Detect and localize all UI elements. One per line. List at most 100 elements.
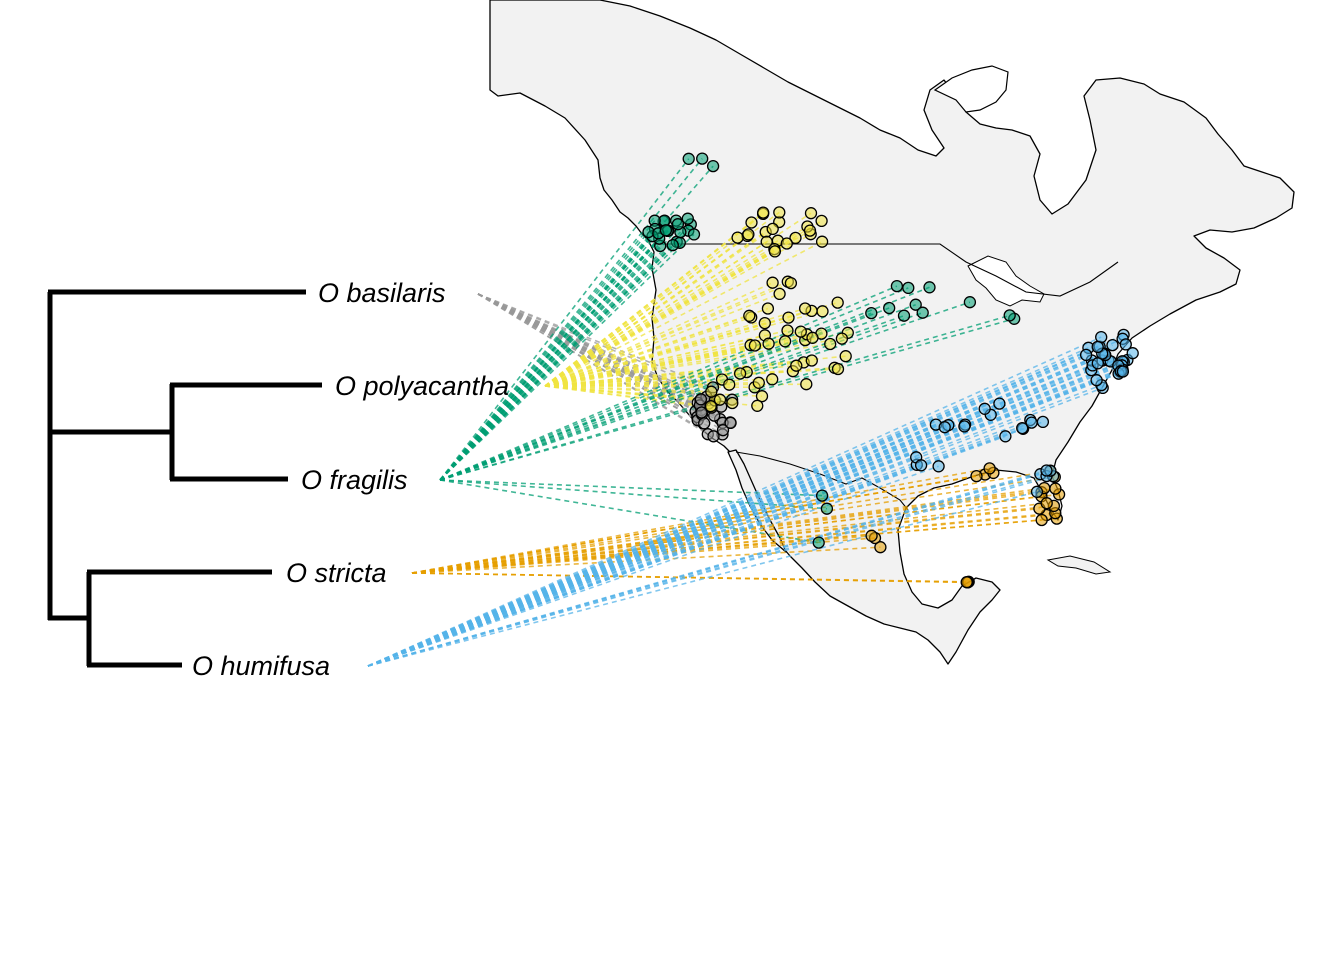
tip-label-polyacantha: O polyacantha [335, 371, 509, 401]
occurrence-point-polyacantha [780, 237, 793, 250]
connector-fragilis [439, 242, 681, 481]
occurrence-point-basilaris [698, 417, 711, 430]
occurrence-point-polyacantha [748, 339, 762, 352]
connector-humifusa [367, 379, 1097, 667]
connector-basilaris [477, 293, 705, 424]
connector-polyacantha [544, 241, 768, 387]
occurrence-point-basilaris [694, 393, 708, 406]
occurrence-point-polyacantha [761, 302, 775, 315]
occurrence-point-humifusa [932, 460, 945, 473]
occurrence-point-humifusa [993, 397, 1006, 410]
occurrence-point-fragilis [897, 309, 911, 322]
connector-polyacantha [544, 385, 711, 407]
occurrence-point-polyacantha [804, 207, 818, 220]
connector-polyacantha [544, 342, 769, 387]
occurrence-point-humifusa [1090, 374, 1103, 387]
occurrence-point-polyacantha [798, 302, 812, 315]
occurrence-point-polyacantha [784, 276, 798, 290]
connector-fragilis [439, 285, 898, 481]
connector-fragilis [439, 479, 827, 510]
occurrence-point-humifusa [1126, 347, 1139, 360]
occurrence-point-polyacantha [806, 331, 819, 344]
connector-humifusa [367, 491, 1038, 667]
occurrence-point-fragilis [659, 224, 673, 237]
connector-stricta [411, 505, 1054, 574]
occurrence-point-humifusa [999, 430, 1012, 443]
connector-stricta [411, 487, 1045, 574]
tip-to-locality-connectors [367, 158, 1134, 667]
occurrence-point-humifusa [958, 420, 971, 433]
occurrence-point-humifusa [1091, 340, 1104, 354]
occurrence-point-polyacantha [803, 224, 817, 237]
occurrence-point-fragilis [706, 159, 720, 173]
tip-label-humifusa: O humifusa [192, 651, 330, 681]
occurrence-point-humifusa [1040, 464, 1053, 477]
connector-fragilis [439, 231, 681, 481]
occurrence-point-fragilis [865, 306, 878, 320]
connector-humifusa [367, 465, 939, 667]
connector-fragilis [439, 286, 930, 481]
occurrence-point-polyacantha [752, 376, 765, 389]
occurrence-point-humifusa [1119, 338, 1132, 351]
connector-stricta [411, 475, 977, 574]
occurrence-point-polyacantha [839, 350, 852, 363]
occurrence-point-humifusa [1025, 416, 1038, 429]
occurrence-point-fragilis [815, 489, 829, 502]
occurrence-point-basilaris [695, 406, 708, 419]
occurrence-point-polyacantha [766, 276, 779, 289]
occurrence-point-humifusa [938, 421, 951, 434]
occurrence-point-polyacantha [794, 325, 807, 338]
occurrence-point-polyacantha [745, 216, 758, 229]
occurrence-point-stricta [1040, 497, 1053, 510]
connector-polyacantha [544, 280, 789, 387]
occurrence-point-polyacantha [824, 337, 837, 351]
occurrence-point-polyacantha [757, 206, 770, 219]
occurrence-point-stricta [970, 469, 983, 483]
connector-polyacantha [544, 385, 763, 397]
tip-label-basilaris: O basilaris [318, 278, 446, 308]
occurrence-point-basilaris [724, 416, 737, 430]
occurrence-point-stricta [1049, 482, 1062, 495]
occurrence-point-polyacantha [713, 393, 727, 406]
occurrence-point-humifusa [1116, 365, 1130, 378]
connector-fragilis [439, 231, 650, 481]
landmass-cuba [1046, 555, 1112, 575]
occurrence-point-humifusa [1091, 357, 1104, 370]
connector-polyacantha [544, 225, 808, 387]
connector-fragilis [439, 218, 689, 481]
connector-polyacantha [544, 221, 752, 387]
occurrence-point-fragilis [671, 218, 685, 231]
hudson-bay [933, 65, 1009, 113]
canada-us-border [654, 243, 1119, 297]
connector-fragilis [439, 158, 703, 481]
occurrence-point-fragilis [682, 152, 695, 165]
connector-polyacantha [544, 228, 774, 387]
occurrence-point-polyacantha [781, 324, 794, 337]
connector-polyacantha [544, 315, 750, 387]
occurrence-point-polyacantha [760, 235, 773, 248]
occurrence-point-polyacantha [704, 400, 717, 413]
occurrence-point-polyacantha [815, 235, 829, 248]
connector-polyacantha [544, 293, 780, 387]
occurrence-point-polyacantha [758, 316, 771, 330]
connector-stricta [411, 502, 1047, 574]
occurrence-point-fragilis [890, 279, 904, 293]
occurrence-point-polyacantha [815, 214, 828, 228]
north-america-map [489, 0, 1295, 665]
occurrence-point-humifusa [1106, 338, 1119, 352]
occurrence-point-fragilis [902, 281, 915, 295]
connector-polyacantha [544, 240, 823, 387]
occurrence-point-fragilis [963, 296, 977, 309]
occurrence-point-basilaris [707, 430, 720, 443]
tip-labels: O basilaris O polyacantha O fragilis O s… [192, 278, 509, 681]
connector-polyacantha [544, 233, 812, 387]
connector-fragilis [439, 233, 695, 481]
connector-fragilis [439, 223, 692, 481]
occurrence-point-polyacantha [766, 373, 779, 386]
occurrence-point-polyacantha [705, 385, 718, 398]
connector-humifusa [367, 425, 965, 667]
occurrence-point-fragilis [909, 298, 922, 311]
occurrence-point-fragilis [820, 502, 834, 515]
occurrence-point-polyacantha [743, 309, 756, 322]
connector-stricta [411, 535, 872, 574]
